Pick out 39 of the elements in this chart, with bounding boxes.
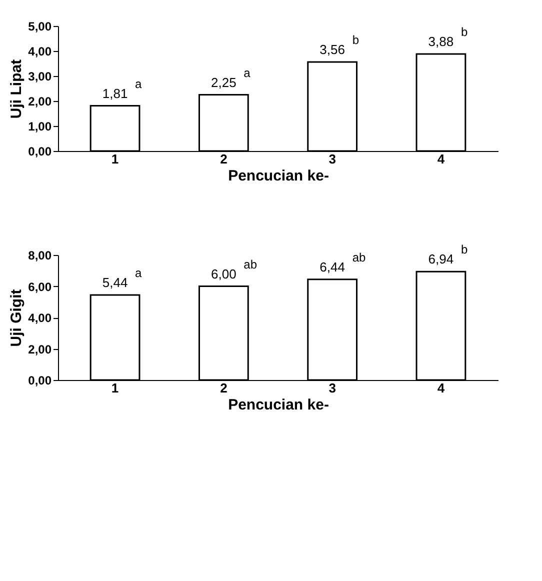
x-axis-title: Pencucian ke- [228,396,329,414]
y-tick-label: 3,00 [28,70,52,84]
annotation: ab [352,250,366,264]
y-tick-label: 0,00 [28,144,52,158]
y-tick-label: 0,00 [28,374,52,388]
annotation: ab [244,257,258,272]
annotation: b [352,33,360,47]
y-axis-title: Uji Lipat [8,59,26,119]
x-axis-title: Pencucian ke- [228,168,329,184]
y-tick-label: 4,00 [28,44,52,58]
y-tick-label: 6,00 [28,280,52,294]
annotation: a [135,76,142,91]
x-tick-label: 3 [328,380,336,396]
x-tick-label: 2 [220,152,228,166]
data-label: 6,00 [211,266,236,282]
x-tick-label: 4 [437,152,446,166]
y-tick-label: 2,00 [28,94,52,108]
y-tick-label: 8,00 [28,248,52,262]
data-label: 3,56 [320,42,345,57]
y-tick-label: 5,00 [28,20,52,34]
data-label: 5,44 [102,275,128,290]
x-tick-label: 1 [111,152,119,166]
data-label: 6,44 [320,259,345,274]
y-tick-label: 1,00 [28,120,52,134]
data-label: 2,25 [211,74,236,90]
annotation: a [135,266,142,280]
data-label: 3,88 [428,34,454,49]
x-tick-label: 4 [437,380,446,396]
x-tick-label: 1 [111,380,119,396]
data-label: 6,94 [428,252,454,267]
x-tick-label: 3 [328,152,336,166]
x-tick-label: 2 [220,380,228,396]
y-tick-label: 2,00 [28,342,52,356]
annotation: b [460,242,468,257]
annotation: a [244,66,251,80]
y-axis-title: Uji Gigit [8,289,26,347]
annotation: b [460,25,468,39]
data-label: 1,81 [102,86,128,101]
y-tick-label: 4,00 [28,311,52,325]
